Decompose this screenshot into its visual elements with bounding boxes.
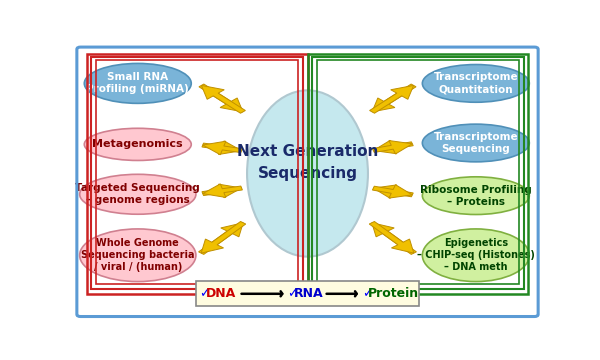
Ellipse shape <box>422 177 529 215</box>
FancyArrow shape <box>372 84 416 112</box>
Text: RNA: RNA <box>294 287 324 300</box>
Ellipse shape <box>80 229 196 282</box>
Text: Transcriptome
Quantitation: Transcriptome Quantitation <box>434 72 518 94</box>
Text: DNA: DNA <box>206 287 236 300</box>
Text: Transcriptome
Sequencing: Transcriptome Sequencing <box>434 132 518 154</box>
Text: Small RNA
Profiling (miRNA): Small RNA Profiling (miRNA) <box>86 72 189 94</box>
FancyArrow shape <box>202 141 242 154</box>
Ellipse shape <box>247 90 368 257</box>
FancyArrow shape <box>372 223 416 255</box>
Ellipse shape <box>422 124 529 162</box>
FancyArrow shape <box>202 85 245 113</box>
FancyArrow shape <box>201 221 246 253</box>
FancyArrow shape <box>203 141 242 155</box>
Ellipse shape <box>85 63 191 103</box>
FancyBboxPatch shape <box>196 281 419 306</box>
Text: ✓: ✓ <box>199 287 209 300</box>
Text: Protein: Protein <box>368 287 419 300</box>
Text: Ribosome Profiling
– Proteins: Ribosome Profiling – Proteins <box>420 185 532 207</box>
FancyArrow shape <box>373 140 412 154</box>
FancyArrow shape <box>369 221 414 253</box>
Text: ✓: ✓ <box>362 287 372 300</box>
FancyArrow shape <box>370 85 413 113</box>
Ellipse shape <box>422 64 529 102</box>
FancyArrow shape <box>202 184 242 198</box>
FancyArrow shape <box>199 84 243 112</box>
Text: Next Generation
Sequencing: Next Generation Sequencing <box>237 144 378 181</box>
Text: Whole Genome
Sequencing bacteria
/ viral / (human): Whole Genome Sequencing bacteria / viral… <box>81 238 194 272</box>
Text: Metagenomics: Metagenomics <box>92 139 183 149</box>
FancyArrow shape <box>373 185 413 198</box>
Text: Targeted Sequencing
– genome regions: Targeted Sequencing – genome regions <box>76 183 200 205</box>
FancyArrow shape <box>373 140 413 154</box>
Ellipse shape <box>85 128 191 161</box>
FancyArrow shape <box>203 184 242 198</box>
Text: Epigenetics
– CHIP-seq (Histones)
– DNA meth: Epigenetics – CHIP-seq (Histones) – DNA … <box>417 238 535 272</box>
Text: ✓: ✓ <box>287 287 298 300</box>
FancyArrow shape <box>199 223 243 255</box>
Ellipse shape <box>80 174 196 214</box>
Ellipse shape <box>422 229 529 282</box>
FancyArrow shape <box>373 185 412 198</box>
